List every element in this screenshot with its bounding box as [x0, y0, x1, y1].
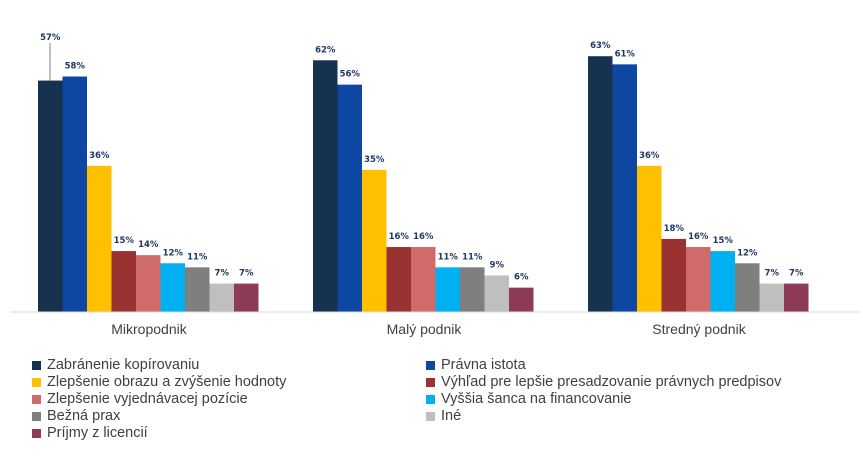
value-label: 7% — [215, 269, 230, 279]
legend-item: Bežná prax — [32, 408, 120, 424]
value-label: 16% — [413, 232, 434, 242]
bar — [661, 238, 686, 312]
value-label: 56% — [340, 70, 361, 80]
legend-swatch — [32, 394, 41, 404]
bar — [759, 283, 784, 312]
category-label: Stredný podnik — [652, 321, 746, 337]
value-label: 15% — [114, 236, 135, 246]
bar — [313, 60, 338, 312]
bar — [637, 165, 662, 312]
legend-label: Iné — [441, 408, 462, 424]
value-label: 16% — [688, 232, 709, 242]
bar — [509, 287, 534, 312]
legend-swatch — [426, 411, 435, 421]
legend-swatch — [426, 360, 435, 370]
bar — [160, 263, 185, 312]
bar-chart: 57%58%36%15% 14%12% 11%7% 7%62%56%35%16% 16%… — [10, 33, 860, 337]
value-label: 62% — [315, 45, 336, 55]
legend-item: Zabránenie kopírovaniu — [32, 357, 199, 373]
value-label: 7% — [765, 269, 780, 279]
legend-label: Výhľad pre lepšie presadzovanie právnych… — [441, 374, 782, 390]
legend-item: Vyššia šanca na financovanie — [426, 391, 632, 407]
legend-item: Výhľad pre lepšie presadzovanie právnych… — [426, 374, 781, 390]
legend-label: Zabránenie kopírovaniu — [47, 357, 200, 373]
bar — [209, 283, 234, 312]
value-label: 12% — [163, 248, 184, 258]
bar — [62, 76, 87, 313]
value-label: 63% — [590, 41, 611, 51]
bar — [460, 267, 485, 312]
bar — [484, 275, 509, 312]
value-label: 11% — [187, 252, 208, 262]
value-label: 36% — [89, 151, 110, 161]
legend-label: Bežná prax — [47, 408, 121, 424]
legend-swatch — [426, 377, 435, 387]
value-label: 61% — [615, 49, 636, 59]
bar — [111, 251, 136, 312]
value-label: 9% — [490, 260, 505, 270]
legend-label: Vyššia šanca na financovanie — [441, 391, 632, 407]
value-label: 6% — [514, 273, 529, 283]
legend-label: Zlepšenie obrazu a zvýšenie hodnoty — [47, 374, 287, 390]
legend-item: Zlepšenie obrazu a zvýšenie hodnoty — [32, 374, 286, 390]
bar — [735, 263, 760, 312]
value-label: 36% — [639, 151, 660, 161]
legend-swatch — [426, 394, 435, 404]
value-label: 7% — [239, 269, 254, 279]
legend-item: Príjmy z licencií — [32, 425, 148, 441]
bar — [234, 283, 259, 312]
bar — [87, 165, 112, 312]
value-label: 7% — [789, 269, 804, 279]
bar — [337, 84, 362, 312]
bar — [612, 64, 637, 312]
bar — [386, 247, 411, 312]
value-label: 12% — [737, 248, 758, 258]
bar — [435, 267, 460, 312]
bar — [784, 283, 809, 312]
legend-swatch — [32, 428, 41, 438]
legend-item: Zlepšenie vyjednávacej pozície — [32, 391, 248, 407]
value-label: 18% — [664, 224, 685, 234]
bar — [185, 267, 210, 312]
bar — [362, 169, 387, 312]
value-label: 16% — [389, 232, 410, 242]
value-label: 57% — [40, 33, 61, 43]
category-label: Mikropodnik — [111, 321, 187, 337]
value-labels-layer: 57%58%36%15% 14%12% 11%7% 7%62%56%35%16% 16%… — [40, 33, 804, 283]
bar — [136, 255, 161, 312]
value-label: 15% — [713, 236, 734, 246]
category-label: Malý podnik — [387, 321, 463, 337]
bar — [588, 56, 613, 312]
value-label: 35% — [364, 155, 385, 165]
value-label: 11% — [462, 252, 483, 262]
bars-layer — [38, 56, 809, 313]
value-label: 14% — [138, 240, 159, 250]
legend-label: Právna istota — [441, 357, 526, 373]
legend-label: Príjmy z licencií — [47, 425, 148, 441]
bar — [38, 80, 63, 312]
bar — [710, 251, 735, 312]
value-label: 58% — [65, 62, 86, 72]
legend-swatch — [32, 360, 41, 370]
legend-swatch — [32, 411, 41, 421]
legend-item: Právna istota — [426, 357, 526, 373]
legend-swatch — [32, 377, 41, 387]
bar — [411, 247, 436, 312]
legend-label: Zlepšenie vyjednávacej pozície — [47, 391, 248, 407]
bar — [686, 247, 711, 312]
value-label: 11% — [438, 252, 459, 262]
legend-item: Iné — [426, 408, 461, 424]
